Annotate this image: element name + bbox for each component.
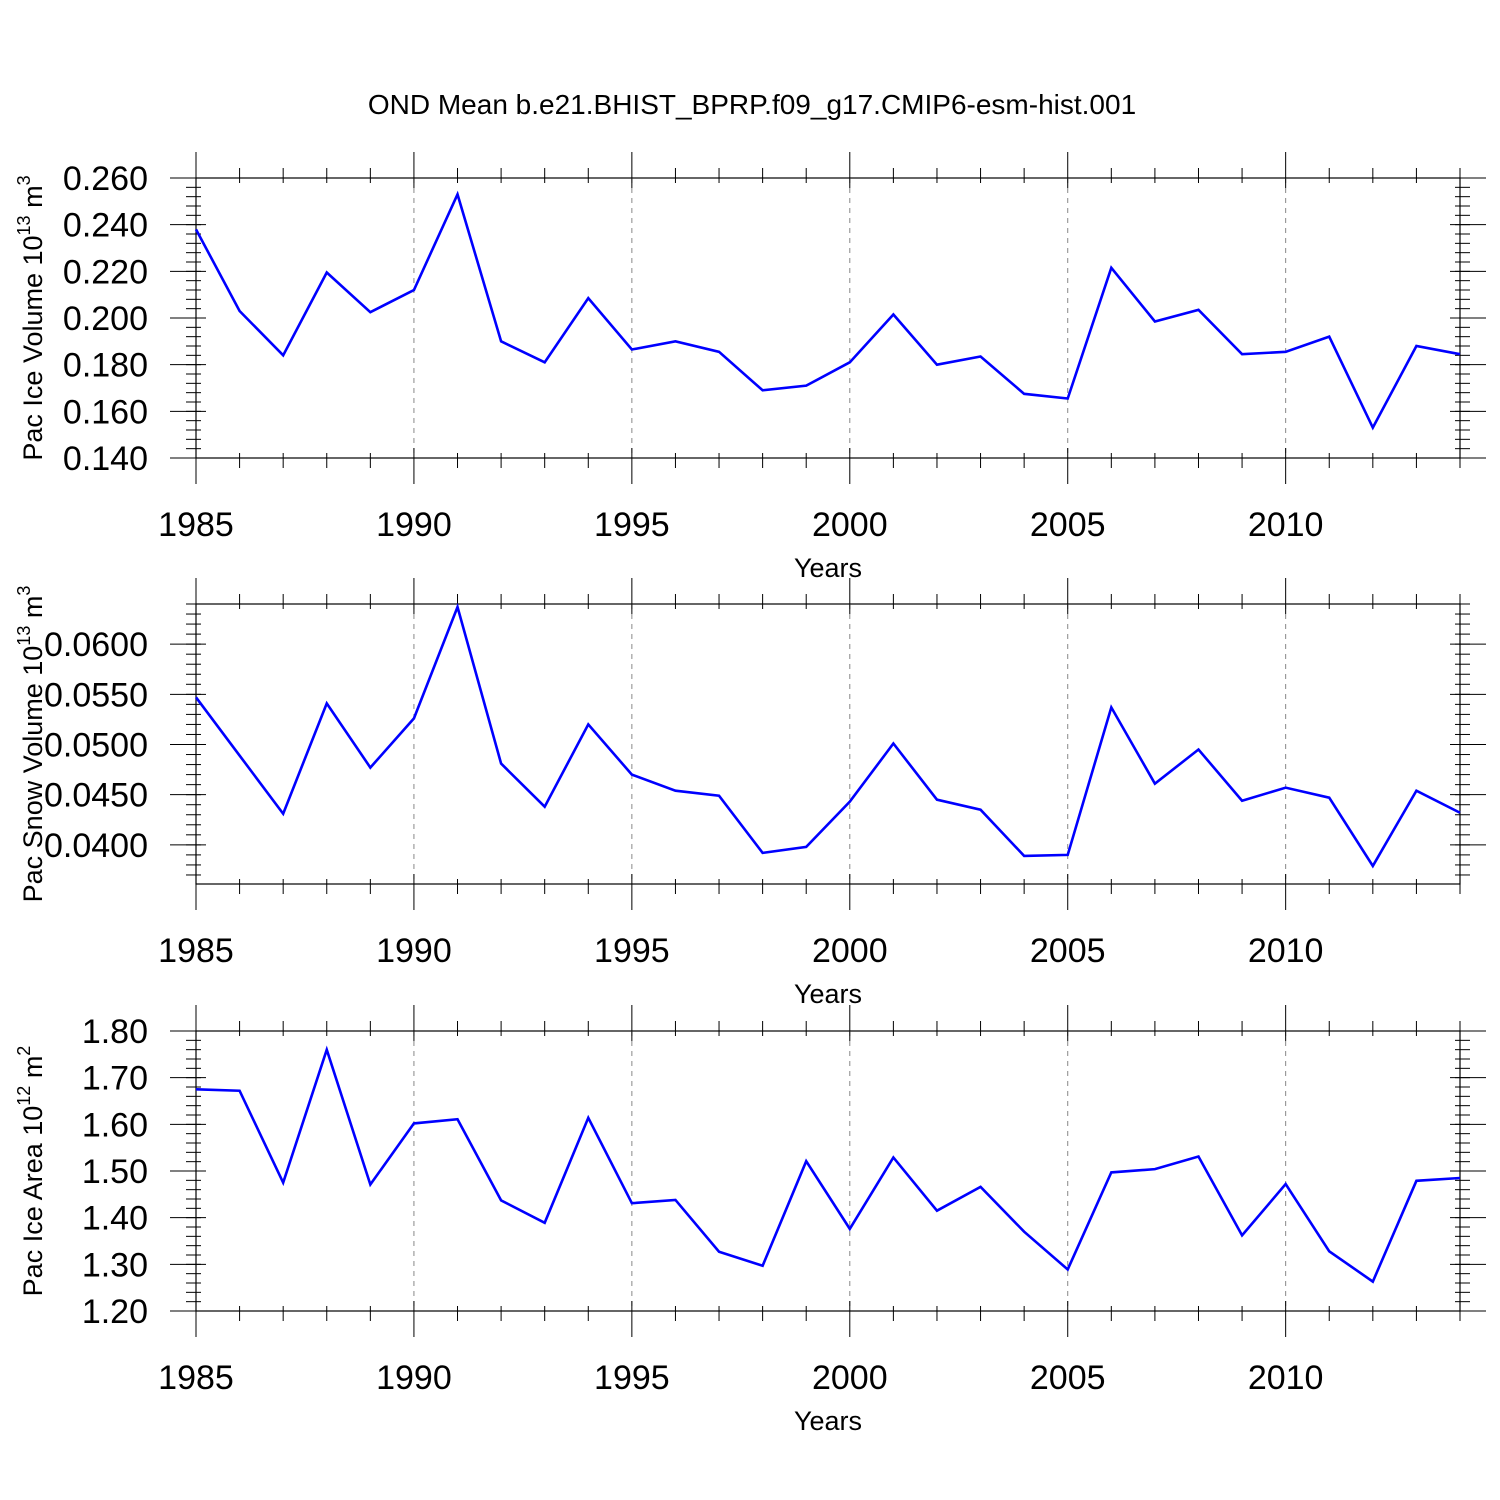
series-line [194,190,1461,431]
x-tick-label: 2005 [1030,932,1106,970]
chart-panel-2: 1985 1990 1995 2000 2005 2010 Years 0.0400 0.045… [14,578,1486,1009]
x-tick-label: 2005 [1030,506,1106,544]
series-line [194,602,1461,869]
x-tick-label: 1990 [376,932,452,970]
y-tick-label: 1.80 [82,1013,148,1051]
x-tick-label: 1985 [158,932,234,970]
x-tick-label: 1995 [594,506,670,544]
x-tick-label: 2010 [1248,1359,1324,1397]
x-tick-label: 1985 [158,1359,234,1397]
x-tick-label: 2010 [1248,932,1324,970]
y-axis-title-unit: m [18,185,48,215]
y-tick-label: 0.0400 [44,827,148,865]
chart-title: OND Mean b.e21.BHIST_BPRP.f09_g17.CMIP6-… [368,89,1136,120]
y-tick-label: 1.30 [82,1246,148,1284]
y-tick-label: 0.160 [63,393,148,431]
x-tick-label: 2010 [1248,506,1324,544]
y-tick-label: 0.0600 [44,626,148,664]
y-axis-title-unit-exp: 2 [14,1046,34,1056]
y-tick-label: 1.70 [82,1060,148,1098]
x-axis-title: Years [794,979,862,1009]
y-axis-title-unit-exp: 3 [14,586,34,596]
y-axis-title: Pac Snow Volume 1013 m3 [14,586,48,903]
x-tick-label: 2000 [812,1359,888,1397]
x-tick-label: 1995 [594,932,670,970]
x-tick-label: 1990 [376,1359,452,1397]
x-axis-title: Years [794,553,862,583]
y-tick-label: 1.50 [82,1153,148,1191]
chart-panel-3: 1985 1990 1995 2000 2005 2010 Years 1.20 1.30 1.4… [14,1005,1486,1436]
x-tick-label: 2000 [812,506,888,544]
y-tick-label: 0.220 [63,253,148,291]
x-tick-label: 2005 [1030,1359,1106,1397]
y-tick-label: 0.200 [63,300,148,338]
y-axis-title-exp: 12 [14,1086,34,1106]
y-tick-label: 0.0450 [44,777,148,815]
x-tick-label: 1995 [594,1359,670,1397]
chart-panel-1: 1985 1990 1995 2000 2005 2010 Years 0.140 0.160 0… [14,152,1486,583]
y-axis-title-main: Pac Ice Area 10 [18,1106,48,1297]
x-tick-label: 1990 [376,506,452,544]
y-tick-label: 0.180 [63,347,148,385]
x-tick-label: 1985 [158,506,234,544]
y-tick-label: 0.0500 [44,727,148,765]
y-tick-label: 1.20 [82,1293,148,1331]
y-tick-label: 0.140 [63,440,148,478]
plot-frame [195,603,1461,885]
y-axis-title-unit: m [18,1056,48,1086]
x-tick-label: 2000 [812,932,888,970]
y-axis-title-exp: 13 [14,215,34,235]
y-tick-label: 0.260 [63,160,148,198]
y-tick-label: 1.40 [82,1200,148,1238]
plot-frame [195,1030,1461,1312]
y-axis-title: Pac Ice Area 1012 m2 [14,1046,48,1297]
y-axis-title-exp: 13 [14,626,34,646]
y-axis-title: Pac Ice Volume 1013 m3 [14,175,48,460]
y-tick-label: 0.0550 [44,676,148,714]
y-axis-title-unit-exp: 3 [14,175,34,185]
y-tick-label: 1.60 [82,1106,148,1144]
y-tick-label: 0.240 [63,207,148,245]
y-axis-title-main: Pac Snow Volume 10 [18,646,48,903]
x-axis-title: Years [794,1406,862,1436]
y-axis-title-unit: m [18,596,48,626]
y-axis-title-main: Pac Ice Volume 10 [18,235,48,460]
plot-frame [195,177,1461,459]
series-line [195,1045,1461,1284]
